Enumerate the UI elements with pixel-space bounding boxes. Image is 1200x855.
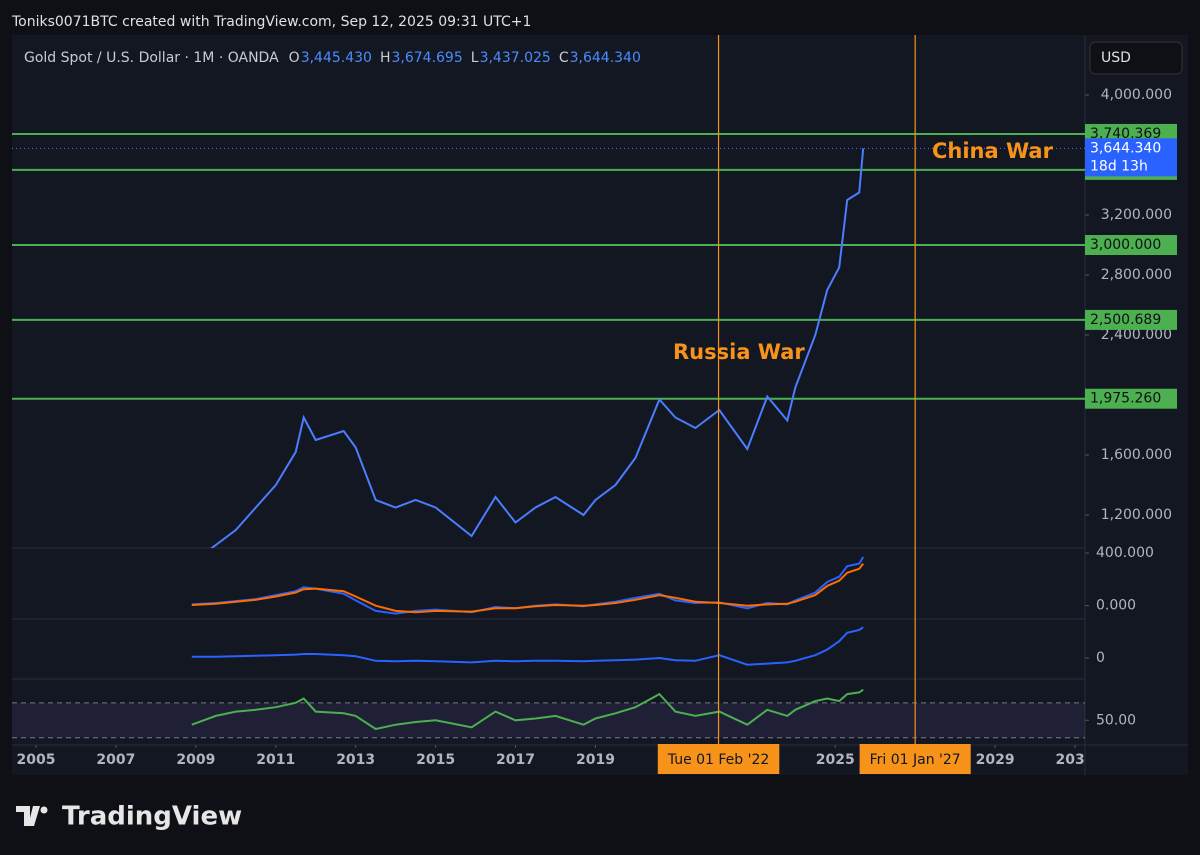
x-tick-label: 2015 bbox=[416, 752, 455, 768]
currency[interactable]: USD bbox=[1101, 50, 1131, 66]
band-fill bbox=[12, 702, 1085, 738]
marker-tag bbox=[859, 744, 971, 774]
y-tick-label: 2,400.000 bbox=[1101, 327, 1172, 343]
marker-tag bbox=[657, 744, 780, 774]
indicator-line bbox=[191, 626, 864, 666]
y-tick-label: 0.000 bbox=[1096, 598, 1136, 614]
x-tick-label: 2031 bbox=[1056, 752, 1095, 768]
y-tick-label: 2,800.000 bbox=[1101, 267, 1172, 283]
current-price-tag bbox=[1085, 138, 1177, 177]
x-tick-label: 2007 bbox=[96, 752, 135, 768]
x-tick-label: 2017 bbox=[496, 752, 535, 768]
level-label: 3,740.369 bbox=[1090, 126, 1161, 142]
level-tag bbox=[1085, 388, 1177, 409]
logo-text: TradingView bbox=[62, 802, 242, 832]
credit: Toniks0071BTC created with TradingView.c… bbox=[11, 14, 531, 30]
x-tick-label: 2011 bbox=[256, 752, 295, 768]
ohlc-label: C bbox=[559, 50, 569, 66]
level-label: 1,975.260 bbox=[1090, 391, 1161, 407]
annotation: China War bbox=[932, 139, 1054, 163]
y-tick-label: 400.000 bbox=[1096, 545, 1154, 561]
marker-label: Tue 01 Feb '22 bbox=[667, 752, 770, 768]
ohlc-value: 3,644.340 bbox=[570, 50, 641, 66]
x-tick-label: 2013 bbox=[336, 752, 375, 768]
countdown: 18d 13h bbox=[1090, 158, 1148, 174]
ohlc-label: O bbox=[289, 50, 300, 66]
ohlc-value: 3,674.695 bbox=[391, 50, 462, 66]
y-tick-label: 4,000.000 bbox=[1101, 87, 1172, 103]
annotation: Russia War bbox=[673, 340, 805, 364]
x-tick-label: 2019 bbox=[576, 752, 615, 768]
price-pane bbox=[12, 132, 1085, 548]
indicator-line bbox=[191, 688, 864, 731]
current-price-label: 3,644.340 bbox=[1090, 140, 1161, 156]
y-tick-label: 1,200.000 bbox=[1101, 507, 1172, 523]
logo-icon bbox=[16, 806, 40, 826]
level-label: 2,500.689 bbox=[1090, 312, 1161, 328]
symbol: Gold Spot / U.S. Dollar · 1M · OANDA bbox=[24, 50, 279, 66]
x-tick-label: 2029 bbox=[976, 752, 1015, 768]
y-tick-label: 0 bbox=[1096, 650, 1105, 666]
logo: TradingView bbox=[16, 802, 242, 832]
level-tag bbox=[1085, 309, 1177, 330]
price-line bbox=[210, 148, 865, 548]
marker-label: Fri 01 Jan '27 bbox=[870, 752, 961, 768]
ohlc-label: H bbox=[380, 50, 391, 66]
currency-box[interactable] bbox=[1089, 41, 1183, 75]
level-tag bbox=[1085, 235, 1177, 255]
x-tick-label: 2009 bbox=[176, 752, 215, 768]
x-axis: 2005 2007 2009 2011 2013 2015 2017 2019 2025 2029… bbox=[16, 745, 1095, 768]
chart-frame bbox=[12, 35, 1188, 775]
ohlc-value: 3,437.025 bbox=[480, 50, 551, 66]
y-tick-label: 50.00 bbox=[1096, 712, 1136, 728]
ohlc-label: L bbox=[471, 50, 479, 66]
y-tick-label: 3,200.000 bbox=[1101, 207, 1172, 223]
level-label: 3,000.000 bbox=[1090, 237, 1161, 253]
x-tick-label: 2005 bbox=[16, 752, 55, 768]
y-tick-label: 1,600.000 bbox=[1101, 447, 1172, 463]
ohlc-value: 3,445.430 bbox=[301, 50, 372, 66]
x-tick-label: 2025 bbox=[816, 752, 855, 768]
indicator-line bbox=[191, 562, 864, 614]
logo-icon bbox=[40, 806, 48, 814]
